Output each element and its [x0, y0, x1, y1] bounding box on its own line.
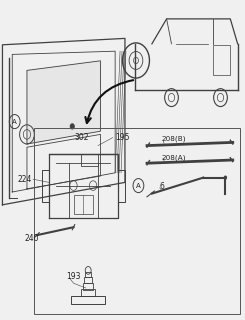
Bar [74, 195, 93, 214]
Bar [213, 45, 230, 75]
Polygon shape [27, 61, 100, 144]
Bar [81, 289, 95, 296]
Bar [85, 272, 91, 277]
Text: 302: 302 [75, 133, 89, 142]
Bar [81, 154, 98, 166]
Text: 208(A): 208(A) [162, 154, 186, 161]
Text: 240: 240 [24, 234, 39, 243]
Text: A: A [136, 183, 141, 188]
Text: 195: 195 [115, 133, 130, 142]
Bar [83, 283, 93, 290]
Text: 208(B): 208(B) [162, 136, 186, 142]
Bar [34, 128, 240, 314]
Bar [84, 277, 92, 283]
Circle shape [70, 124, 74, 129]
Text: 6: 6 [159, 182, 164, 191]
Text: 224: 224 [17, 175, 32, 184]
Circle shape [224, 176, 227, 179]
Text: A: A [12, 119, 17, 124]
Text: 193: 193 [66, 272, 81, 281]
Bar [71, 296, 105, 304]
